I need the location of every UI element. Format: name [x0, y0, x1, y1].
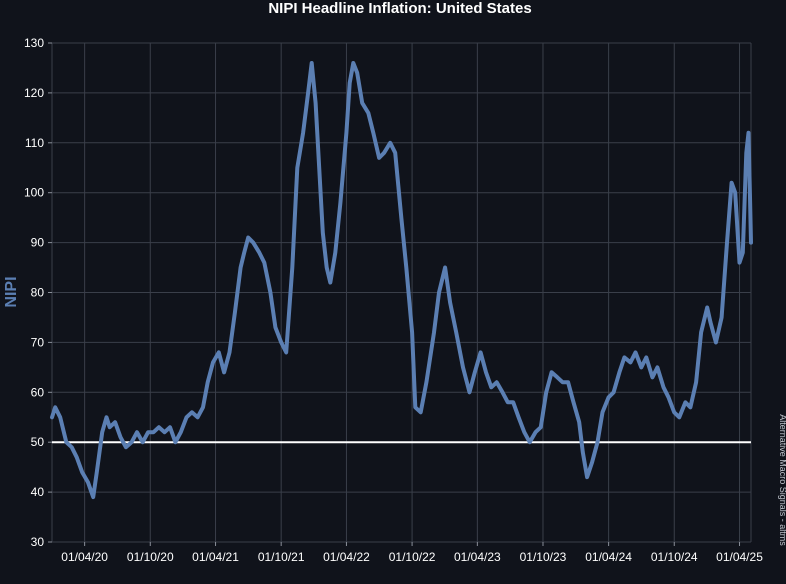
- y-tick-label: 120: [24, 86, 44, 100]
- series-layer: [50, 61, 753, 500]
- y-axis-ticks: 30 40 50 60 70 80 90 100 110 120 130: [24, 36, 52, 549]
- y-tick-label: 60: [31, 385, 45, 399]
- x-tick-label: 01/10/24: [651, 550, 698, 564]
- x-tick-label: 01/10/21: [258, 550, 305, 564]
- y-tick-label: 30: [31, 535, 45, 549]
- x-tick-label: 01/04/23: [454, 550, 501, 564]
- source-credit: Alternative Macro Signals - altms: [778, 414, 786, 546]
- y-tick-label: 100: [24, 186, 44, 200]
- x-tick-label: 01/10/23: [520, 550, 567, 564]
- series-line-nipi: [50, 61, 753, 500]
- y-tick-label: 40: [31, 485, 45, 499]
- x-tick-label: 01/04/20: [61, 550, 108, 564]
- y-tick-label: 70: [31, 335, 45, 349]
- y-tick-label: 80: [31, 286, 45, 300]
- x-tick-label: 01/10/22: [389, 550, 436, 564]
- x-axis-ticks: 01/04/20 01/10/20 01/04/21 01/10/21 01/04/22…: [61, 542, 763, 564]
- x-tick-label: 01/04/22: [323, 550, 370, 564]
- y-tick-label: 110: [25, 136, 44, 150]
- y-axis-label: NIPI: [3, 276, 20, 307]
- x-tick-label: 01/04/24: [585, 550, 632, 564]
- y-tick-label: 130: [24, 36, 44, 50]
- y-tick-label: 90: [31, 236, 45, 250]
- grid-layer: [51, 42, 752, 543]
- x-tick-label: 01/04/25: [716, 550, 763, 564]
- chart-title: NIPI Headline Inflation: United States: [268, 0, 531, 17]
- y-tick-label: 50: [31, 435, 45, 449]
- x-tick-label: 01/04/21: [192, 550, 239, 564]
- x-tick-label: 01/10/20: [127, 550, 174, 564]
